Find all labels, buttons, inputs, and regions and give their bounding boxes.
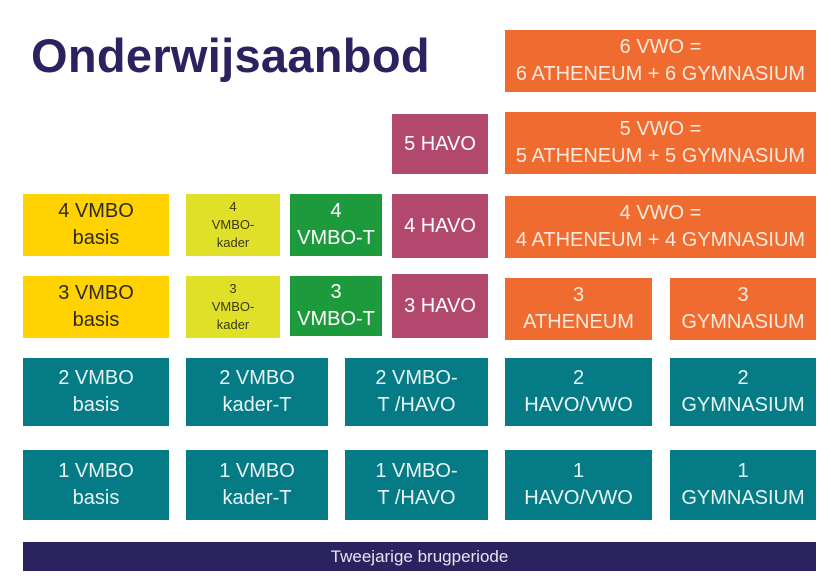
box-line: GYMNASIUM — [681, 394, 805, 416]
box-line: 2 — [737, 367, 749, 389]
box-line: basis — [72, 487, 120, 509]
box-4-vwo: 4 VWO = 4 ATHENEUM + 4 GYMNASIUM — [505, 196, 816, 258]
box-line: HAVO/VWO — [524, 394, 633, 416]
box-line: 2 VMBO — [219, 367, 295, 389]
box-3-havo: 3 HAVO — [392, 274, 488, 338]
box-3-vmbo-t: 3 VMBO-T — [290, 276, 382, 336]
box-line: VMBO- — [211, 299, 255, 314]
box-2-vmbo-kader-t: 2 VMBO kader-T — [186, 358, 328, 426]
box-line: VMBO-T — [297, 308, 375, 330]
box-line: 2 — [572, 367, 585, 389]
box-line: 3 VMBO — [58, 282, 134, 304]
box-line: HAVO/VWO — [524, 487, 633, 509]
box-3-vmbo-basis: 3 VMBO basis — [23, 276, 169, 338]
box-line: 5 HAVO — [404, 132, 476, 155]
box-line: kader — [216, 235, 250, 250]
box-line: 3 — [229, 281, 237, 296]
box-1-gymnasium: 1 GYMNASIUM — [670, 450, 816, 520]
box-5-vwo: 5 VWO = 5 ATHENEUM + 5 GYMNASIUM — [505, 112, 816, 174]
box-1-vmbo-kader-t: 1 VMBO kader-T — [186, 450, 328, 520]
box-line: 5 ATHENEUM + 5 GYMNASIUM — [515, 145, 806, 167]
box-line: 3 — [572, 284, 585, 306]
box-6-vwo: 6 VWO = 6 ATHENEUM + 6 GYMNASIUM — [505, 30, 816, 92]
box-line: 1 — [737, 460, 749, 482]
box-1-vmbo-basis: 1 VMBO basis — [23, 450, 169, 520]
box-2-vmbo-t-havo: 2 VMBO- T /HAVO — [345, 358, 488, 426]
box-3-gymnasium: 3 GYMNASIUM — [670, 278, 816, 340]
page-title: Onderwijsaanbod — [31, 29, 430, 82]
box-line: basis — [72, 227, 120, 249]
brugperiode-label: Tweejarige brugperiode — [330, 546, 509, 566]
box-line: GYMNASIUM — [681, 487, 805, 509]
box-1-havo-vwo: 1 HAVO/VWO — [505, 450, 652, 520]
box-2-gymnasium: 2 GYMNASIUM — [670, 358, 816, 426]
box-line: 3 HAVO — [404, 294, 476, 317]
box-line: 3 — [330, 281, 342, 303]
box-1-vmbo-t-havo: 1 VMBO- T /HAVO — [345, 450, 488, 520]
box-line: kader-T — [222, 394, 292, 416]
box-line: 3 — [737, 284, 749, 306]
box-line: basis — [72, 309, 120, 331]
box-line: 4 HAVO — [404, 214, 476, 237]
box-line: 6 ATHENEUM + 6 GYMNASIUM — [515, 63, 806, 85]
box-line: 4 — [330, 200, 342, 222]
box-4-vmbo-kader: 4 VMBO- kader — [186, 194, 280, 256]
box-line: VMBO- — [211, 217, 255, 232]
box-line: 4 ATHENEUM + 4 GYMNASIUM — [515, 229, 806, 251]
brugperiode-bar: Tweejarige brugperiode — [23, 542, 816, 571]
box-line: 1 VMBO — [219, 460, 295, 482]
box-line: 4 VMBO — [58, 200, 134, 222]
box-line: 2 VMBO- — [375, 367, 458, 389]
box-line: 4 — [229, 199, 237, 214]
box-4-havo: 4 HAVO — [392, 194, 488, 258]
box-line: VMBO-T — [297, 227, 375, 249]
box-line: kader-T — [222, 487, 292, 509]
box-2-havo-vwo: 2 HAVO/VWO — [505, 358, 652, 426]
box-line: kader — [216, 317, 250, 332]
box-line: ATHENEUM — [523, 311, 634, 333]
box-4-vmbo-t: 4 VMBO-T — [290, 194, 382, 256]
box-5-havo: 5 HAVO — [392, 114, 488, 174]
box-3-atheneum: 3 ATHENEUM — [505, 278, 652, 340]
box-line: T /HAVO — [377, 487, 456, 509]
box-line: 1 VMBO- — [375, 460, 458, 482]
box-line: 5 VWO = — [619, 118, 702, 140]
box-line: 1 — [572, 460, 585, 482]
box-line: 1 VMBO — [58, 460, 134, 482]
box-line: 4 VWO = — [619, 202, 702, 224]
box-line: GYMNASIUM — [681, 311, 805, 333]
box-4-vmbo-basis: 4 VMBO basis — [23, 194, 169, 256]
box-2-vmbo-basis: 2 VMBO basis — [23, 358, 169, 426]
box-line: 6 VWO = — [619, 36, 702, 58]
box-line: T /HAVO — [377, 394, 456, 416]
box-line: 2 VMBO — [58, 367, 134, 389]
box-line: basis — [72, 394, 120, 416]
box-3-vmbo-kader: 3 VMBO- kader — [186, 276, 280, 338]
